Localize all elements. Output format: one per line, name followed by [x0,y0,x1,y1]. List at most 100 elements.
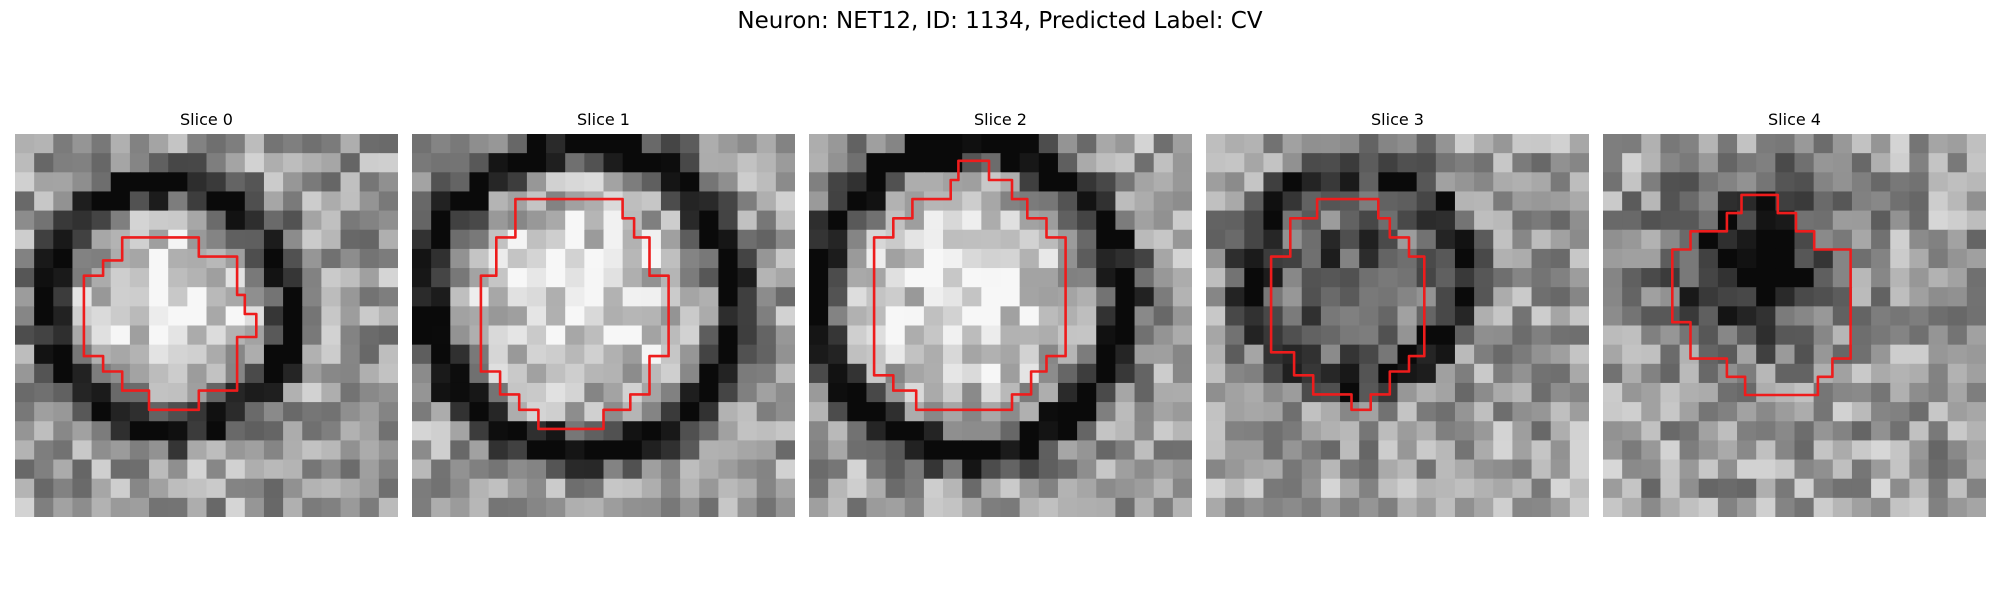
image-pixel [469,153,490,173]
image-pixel [1435,363,1456,384]
image-pixel [1928,459,1949,480]
image-pixel [1359,306,1379,327]
image-pixel [641,497,662,517]
image-pixel [526,268,547,288]
image-pixel [1717,325,1738,346]
image-pixel [1019,306,1040,327]
image-pixel [1096,287,1116,307]
image-pixel [1340,363,1360,384]
image-pixel [962,459,982,480]
image-pixel [1622,248,1642,269]
image-pixel [110,191,131,212]
image-pixel [469,344,490,365]
image-pixel [680,229,700,250]
image-pixel [1301,478,1322,499]
image-pixel [1038,382,1059,403]
image-pixel [603,248,624,269]
image-pixel [53,248,74,269]
image-pixel [340,363,361,384]
image-pixel [206,344,227,365]
image-pixel [847,421,868,441]
image-pixel [187,268,208,288]
image-pixel [718,440,739,461]
image-pixel [718,344,739,365]
image-pixel [1115,497,1136,517]
image-pixel [1172,248,1192,269]
image-pixel [718,402,739,422]
image-pixel [1756,172,1776,193]
image-pixel [962,268,982,288]
image-pixel [756,440,777,461]
image-pixel [981,268,1002,288]
image-pixel [923,363,944,384]
image-pixel [129,478,150,499]
image-pixel [1172,440,1192,461]
image-pixel [584,134,605,154]
image-pixel [1172,268,1192,288]
image-pixel [1454,191,1475,212]
image-pixel [1153,287,1174,307]
image-pixel [149,497,169,517]
image-pixel [866,191,887,212]
image-pixel [1416,459,1437,480]
image-pixel [488,287,509,307]
image-pixel [321,363,342,384]
image-pixel [828,153,848,173]
image-pixel [1550,210,1571,231]
image-pixel [866,497,887,517]
image-pixel [378,363,398,384]
image-pixel [1340,421,1360,441]
image-pixel [1813,248,1834,269]
image-pixel [1225,402,1245,422]
image-pixel [1775,287,1796,307]
image-pixel [340,344,361,365]
image-pixel [1832,210,1853,231]
image-pixel [1756,344,1776,365]
image-pixel [1359,363,1379,384]
image-pixel [1622,478,1642,499]
image-pixel [641,248,662,269]
image-pixel [1435,344,1456,365]
image-pixel [737,459,758,480]
image-pixel [1698,440,1719,461]
image-pixel [225,191,246,212]
image-pixel [1966,421,1986,441]
image-pixel [904,191,925,212]
image-pixel [1474,497,1494,517]
image-pixel [302,172,322,193]
image-pixel [283,268,303,288]
image-pixel [1378,268,1399,288]
image-pixel [1134,421,1155,441]
image-pixel [110,421,131,441]
image-pixel [72,382,93,403]
image-pixel [828,382,848,403]
image-pixel [378,325,398,346]
image-pixel [53,440,74,461]
image-pixel [225,344,246,365]
image-pixel [53,172,74,193]
image-pixel [1756,268,1776,288]
image-pixel [91,382,112,403]
image-pixel [641,363,662,384]
image-pixel [34,344,54,365]
image-pixel [321,153,342,173]
image-pixel [1966,287,1986,307]
image-pixel [110,497,131,517]
image-pixel [828,325,848,346]
image-pixel [1057,191,1078,212]
image-pixel [866,382,887,403]
image-pixel [1454,153,1475,173]
image-pixel [1340,382,1360,403]
image-pixel [828,478,848,499]
image-pixel [885,344,906,365]
image-pixel [1019,382,1040,403]
image-pixel [660,191,681,212]
image-pixel [1928,306,1949,327]
image-pixel [244,210,265,231]
image-pixel [1397,344,1418,365]
image-pixel [1832,268,1853,288]
image-pixel [1966,134,1986,154]
image-pixel [1225,363,1245,384]
image-pixel [1282,229,1303,250]
image-pixel [1115,459,1136,480]
